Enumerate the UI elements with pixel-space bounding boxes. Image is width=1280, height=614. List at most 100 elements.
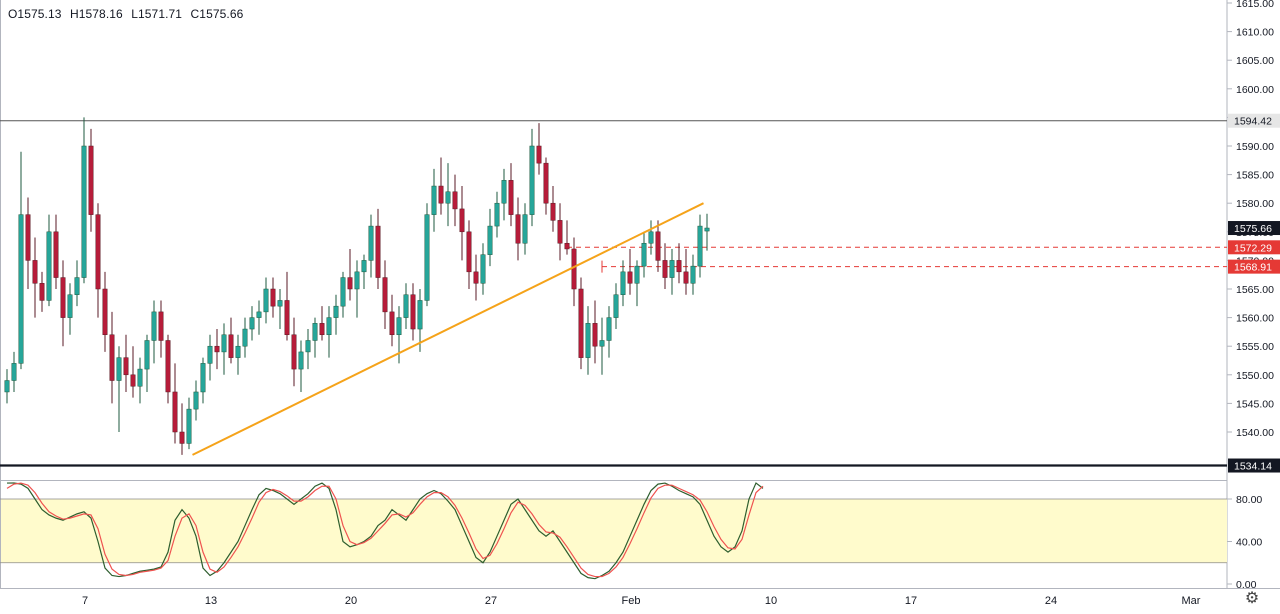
candle-body	[67, 294, 73, 318]
candle-body	[676, 260, 682, 273]
candle-body	[95, 214, 101, 290]
candle	[32, 237, 38, 318]
ohlc-low: L1571.71	[131, 7, 183, 21]
candle	[676, 243, 682, 284]
candle-body	[648, 231, 654, 244]
candle-body	[655, 231, 661, 261]
oscillator-band	[1, 499, 1227, 563]
level-price-label: 1594.42	[1234, 116, 1272, 128]
candle-body	[193, 391, 199, 410]
candle-body	[585, 323, 591, 358]
candlestick-series	[4, 117, 710, 455]
candle	[466, 220, 472, 289]
candle	[354, 260, 360, 318]
candle	[284, 271, 290, 341]
candle	[256, 300, 262, 335]
candle	[193, 380, 199, 421]
time-tick-label: 20	[345, 595, 357, 607]
candle	[123, 334, 129, 392]
candle	[403, 283, 409, 330]
candle-body	[571, 248, 577, 290]
candle-body	[123, 357, 129, 376]
candle	[151, 300, 157, 364]
candle	[144, 334, 150, 392]
candle-body	[172, 391, 178, 433]
candle	[543, 157, 549, 215]
candle	[242, 317, 248, 358]
candle	[578, 277, 584, 370]
candle	[179, 403, 185, 455]
candle-body	[298, 351, 304, 370]
candle	[25, 197, 31, 289]
candle	[172, 363, 178, 444]
price-tick-label: 1555.00	[1236, 341, 1274, 353]
candle-body	[326, 317, 332, 336]
candle-body	[445, 191, 451, 204]
price-tick-label: 1550.00	[1236, 370, 1274, 382]
candle	[95, 203, 101, 318]
candle	[298, 340, 304, 392]
candle	[312, 317, 318, 358]
candle-body	[32, 260, 38, 284]
left-border	[0, 0, 1, 588]
candle-body	[389, 311, 395, 336]
last-price-tag	[1228, 221, 1280, 236]
candle	[109, 311, 115, 404]
candle	[606, 306, 612, 358]
candle-body	[599, 340, 605, 347]
candle-body	[235, 345, 241, 358]
candle	[305, 329, 311, 370]
candle-body	[263, 288, 269, 313]
candle	[634, 260, 640, 307]
candle-body	[81, 145, 87, 278]
candle-body	[25, 214, 31, 261]
candle-body	[382, 277, 388, 313]
candle-body	[634, 265, 640, 284]
trendline[interactable]	[192, 202, 704, 456]
time-tick-label: Feb	[622, 595, 641, 607]
price-tick-label: 1565.00	[1236, 284, 1274, 296]
dashed-level-label: 1568.91	[1234, 262, 1272, 274]
oscillator-tick-label: 80.00	[1236, 494, 1262, 506]
candle-body	[53, 231, 59, 278]
candle-body	[529, 145, 535, 215]
candle	[11, 351, 17, 392]
candle-body	[459, 208, 465, 233]
candle	[291, 317, 297, 387]
price-pane-bg[interactable]	[0, 0, 1227, 478]
level-price-label: 1534.14	[1234, 461, 1272, 473]
candle-body	[697, 225, 703, 267]
candle	[326, 306, 332, 358]
candle	[452, 174, 458, 227]
candle	[340, 271, 346, 318]
candle	[704, 213, 710, 251]
candle-body	[480, 254, 486, 284]
candle-body	[368, 225, 374, 261]
candle	[494, 191, 500, 238]
candle-body	[256, 311, 262, 318]
oscillator-tick-label: 0.00	[1236, 579, 1257, 591]
trendline-group[interactable]	[192, 202, 704, 456]
gear-icon[interactable]: ⚙	[1244, 590, 1260, 607]
candle	[53, 214, 59, 289]
candle-body	[417, 300, 423, 330]
candle-body	[452, 191, 458, 210]
price-axis-bg[interactable]	[1227, 0, 1280, 609]
candle	[585, 306, 591, 375]
candle	[207, 334, 213, 381]
candle	[627, 248, 633, 295]
candle	[592, 300, 598, 364]
candle	[270, 277, 276, 318]
dashed-level-tag	[1228, 240, 1280, 255]
candle-body	[494, 202, 500, 227]
candle	[81, 117, 87, 284]
candle	[67, 283, 73, 335]
candle-body	[438, 185, 444, 204]
time-tick-label: 17	[905, 595, 917, 607]
candle	[249, 306, 255, 341]
candle-body	[487, 225, 493, 255]
price-axis-labels: 1594.42 1534.14 1572.29 1568.91 1575.66	[1228, 113, 1280, 473]
candle-body	[403, 294, 409, 318]
